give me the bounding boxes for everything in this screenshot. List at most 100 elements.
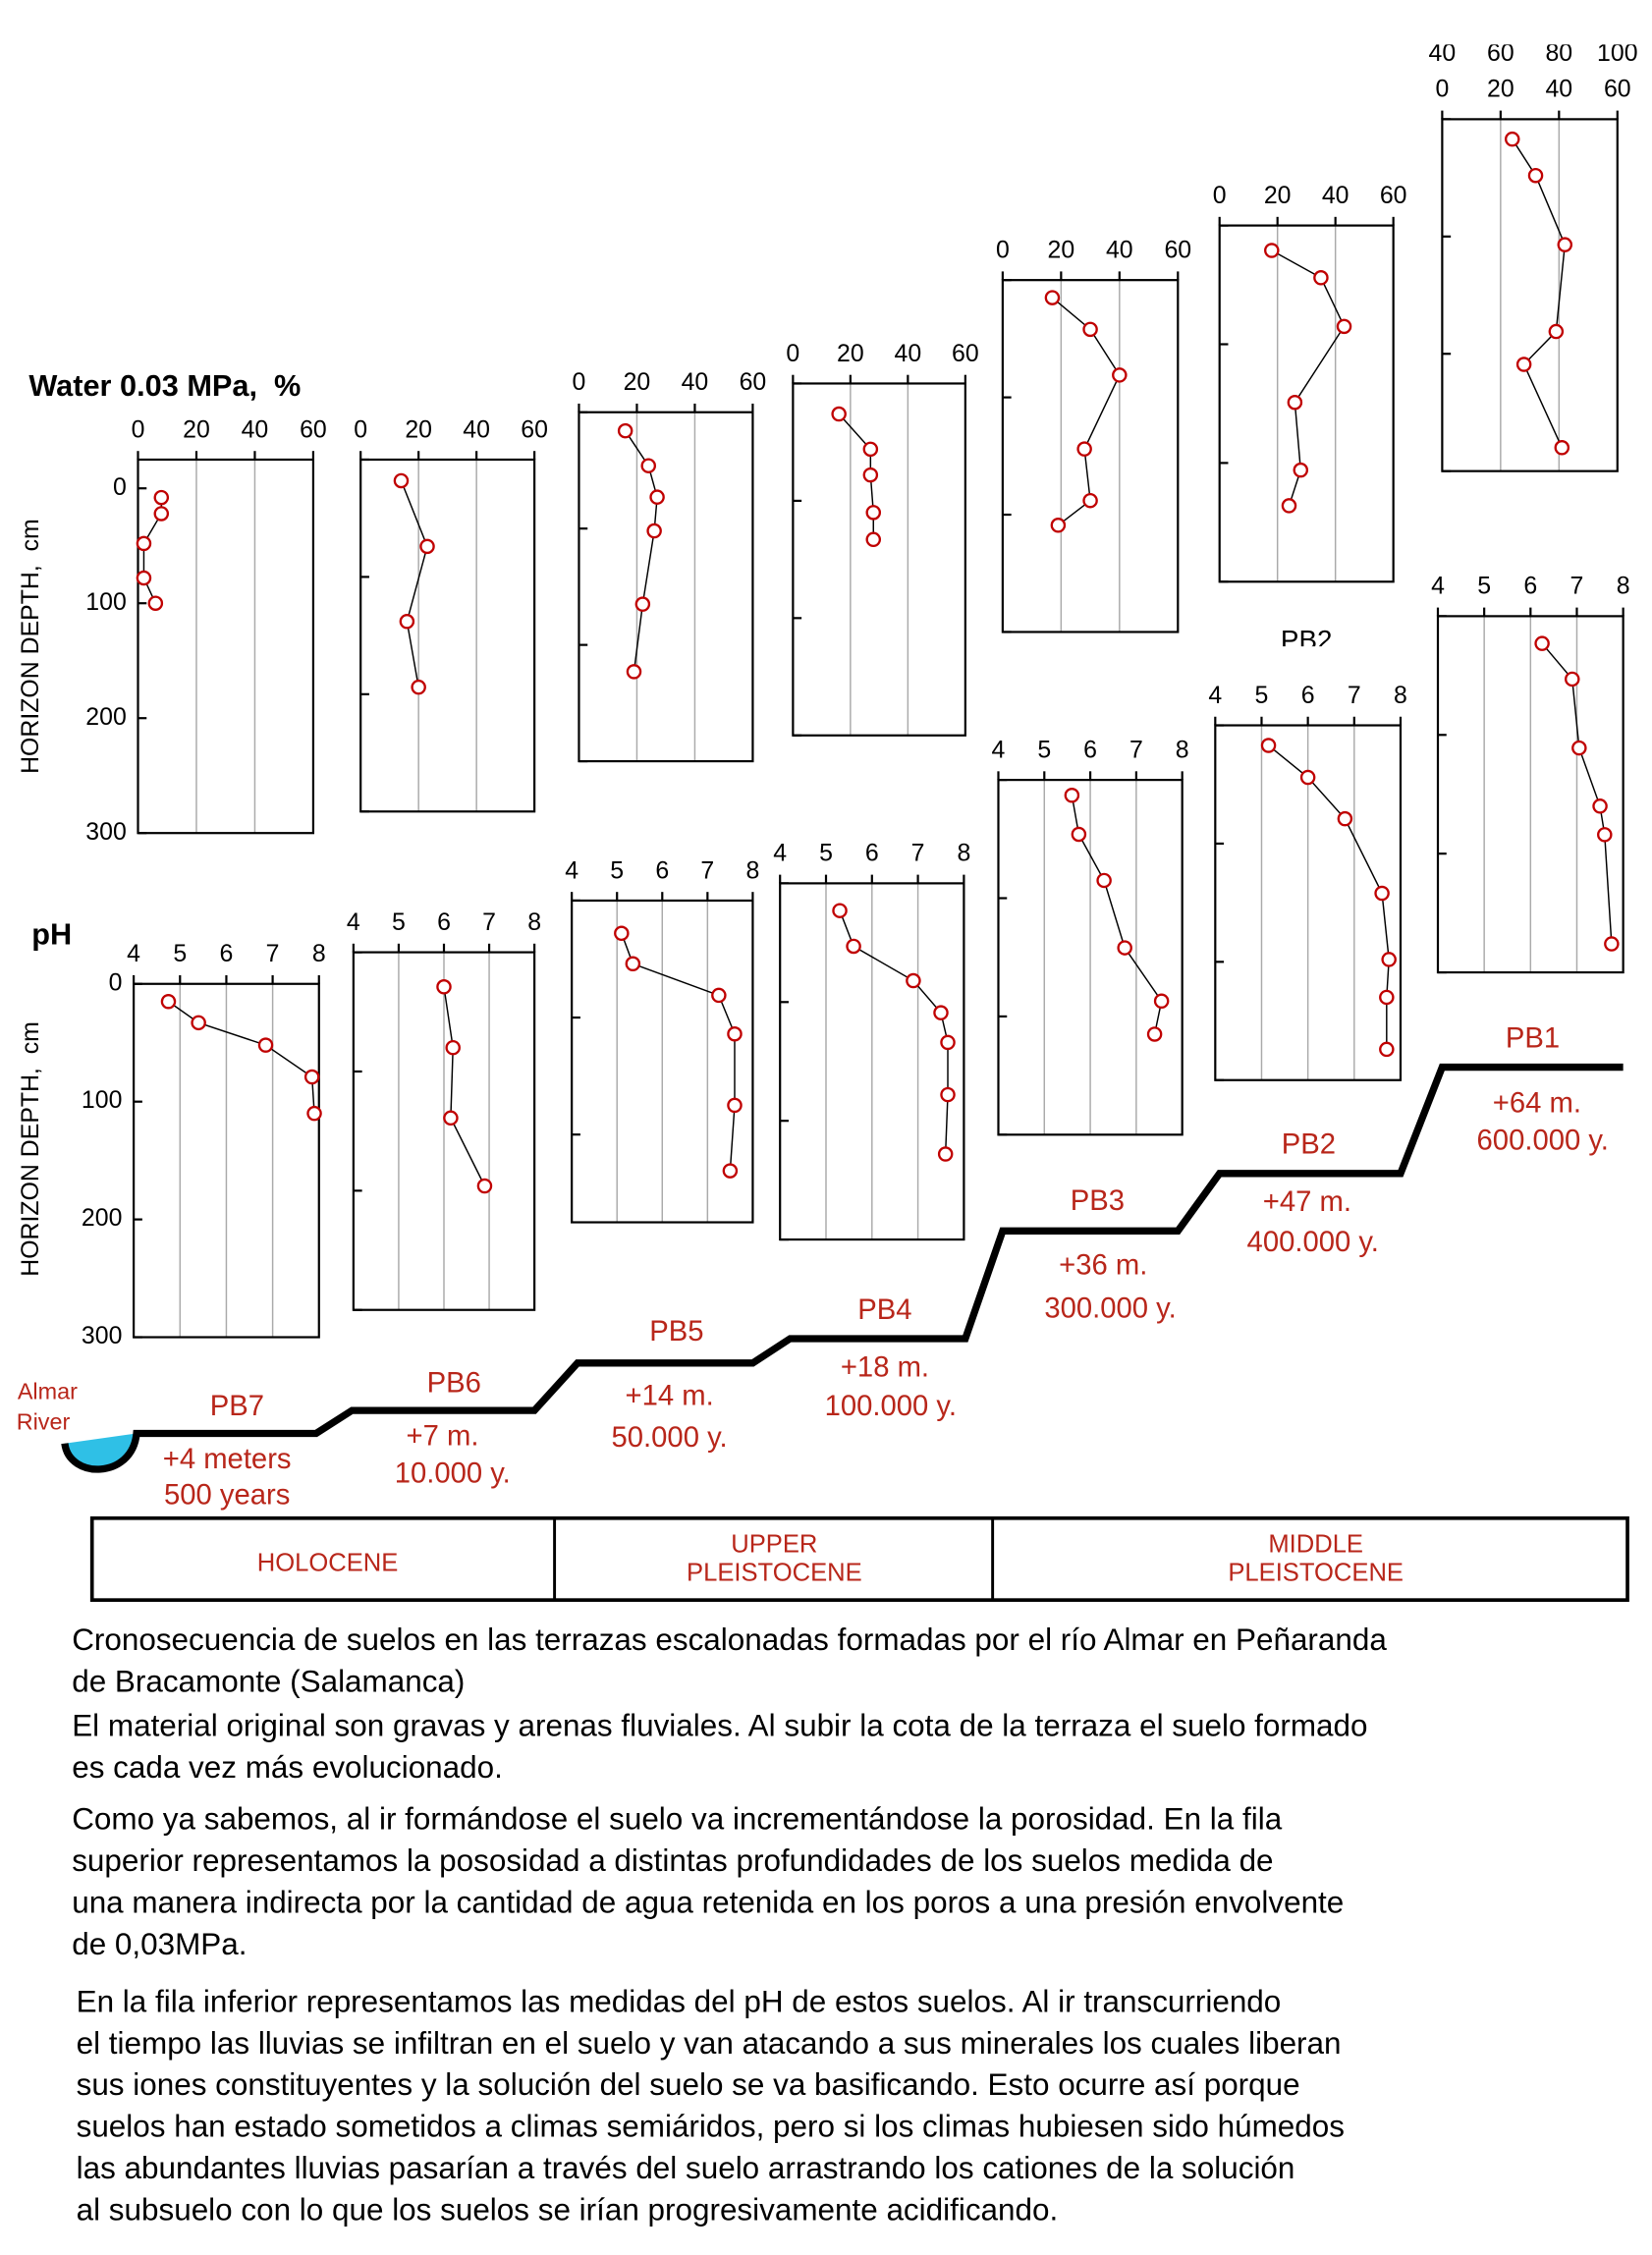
x-tick-label: 20 [1487,76,1514,103]
data-point [1050,518,1067,533]
x-tick-label: 20 [1264,182,1292,209]
x-tick-label: 0 [1435,76,1449,103]
period-label: PLEISTOCENE [1228,1560,1404,1587]
data-point [257,1037,274,1053]
data-point [862,467,879,483]
x-tick-label: 5 [1037,736,1051,763]
data-point [906,972,921,989]
x-tick-label: 4 [1431,573,1445,600]
data-point [625,956,641,972]
data-point [1287,394,1303,411]
data-point [153,506,170,522]
data-point [160,993,177,1010]
data-point [1597,827,1613,843]
data-point [1565,671,1580,688]
x-tick-label: 6 [437,908,451,936]
terrace-height: +36 m. [1059,1250,1147,1282]
row-title: Water 0.03 MPa, % [28,368,301,403]
x-tick-label: 40 [1545,76,1572,103]
x-tick-label: 5 [819,840,833,867]
row-title: pH [31,917,72,952]
x-tick-label: 8 [1394,682,1407,709]
x-tick-label: 7 [482,908,496,936]
data-point [1379,1041,1395,1058]
profile-line [1271,249,1346,507]
data-point [1264,243,1280,258]
x-tick-label: 5 [610,856,624,884]
data-point [1604,936,1620,952]
data-point [1381,952,1397,967]
y-tick-label: 0 [113,473,127,501]
x-tick-label: 60 [1380,182,1407,209]
caption-line: el tiempo las lluvias se infiltran en el… [77,2026,1342,2061]
x-tick-label: 8 [527,908,541,936]
plot-frame [1218,224,1395,583]
data-point [445,1039,461,1056]
data-point [1044,290,1061,305]
period-label: PLEISTOCENE [687,1560,862,1587]
x-tick-label: 5 [173,940,187,967]
plot-frame [997,778,1184,1136]
x-tick-label: 60 [740,368,767,396]
data-point [476,1178,493,1194]
data-point [1153,993,1170,1010]
y-tick-label: 300 [82,1322,122,1349]
terrace-name: PB5 [649,1316,703,1348]
x-tick-label: 40 [242,415,269,443]
data-point [711,987,727,1004]
x-tick-label: 40 [1106,236,1133,263]
data-point [191,1015,206,1031]
profile-line [443,986,486,1186]
data-point [937,1146,954,1162]
data-point [436,979,452,995]
data-point [614,925,630,942]
x-tick-label: 40 [682,368,709,396]
data-point [1534,635,1550,651]
x-tick-label: 60 [521,415,548,443]
terrace-age: 10.000 y. [395,1458,511,1490]
x2-tick-label: 60 [1487,39,1514,67]
terrace-name: PB2 [1282,1129,1336,1161]
data-point [940,1034,956,1051]
data-point [865,531,882,548]
x-tick-label: 0 [573,368,586,396]
data-point [1260,738,1277,753]
data-point [1299,769,1316,786]
caption-line: es cada vez más evolucionado. [72,1750,503,1785]
terrace-age: 500 years [164,1480,290,1512]
terrace-name: PB4 [857,1294,911,1326]
profile-line [1541,642,1613,945]
data-point [640,458,656,473]
data-point [1515,357,1532,372]
plot-frame [1436,615,1624,974]
profile-line [1268,744,1390,1050]
data-point [443,1110,459,1127]
x-tick-label: 7 [700,856,714,884]
x-tick-label: 8 [1617,573,1630,600]
profile-line [621,933,736,1172]
data-point [1571,740,1587,756]
y-tick-label: 300 [85,818,126,846]
caption-line: superior representamos la pososidad a di… [72,1843,1273,1878]
terrace-profile [61,1063,1624,1473]
x-tick-label: 6 [1523,573,1537,600]
data-point [831,406,847,422]
data-point [649,489,665,505]
x-tick-label: 20 [624,368,651,396]
y-axis-label: HORIZON DEPTH, cm [17,519,44,774]
x-tick-label: 0 [354,415,367,443]
plot-frame [359,458,536,813]
data-point [1337,810,1353,827]
x-tick-label: 5 [1477,573,1491,600]
data-point [1082,492,1098,509]
data-point [646,522,662,539]
terrace-height: +18 m. [841,1351,929,1383]
plot-frame [578,411,754,763]
data-point [1592,798,1608,814]
data-point [1117,940,1132,956]
data-point [1374,885,1390,902]
data-point [722,1163,739,1179]
x2-tick-label: 80 [1545,39,1572,67]
caption-line: Cronosecuencia de suelos en las terrazas… [72,1622,1387,1657]
